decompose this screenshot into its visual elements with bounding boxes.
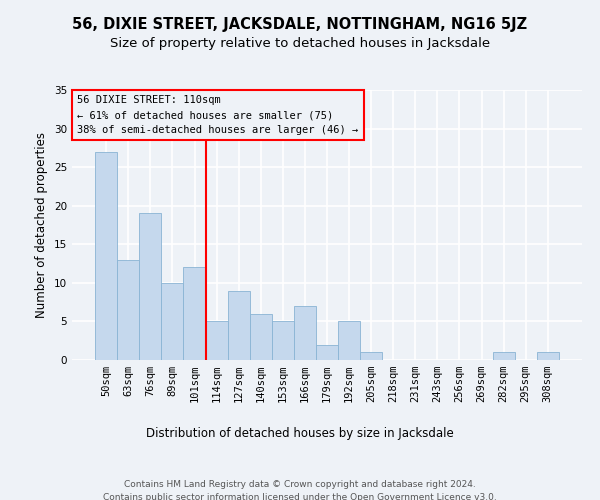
Text: 56 DIXIE STREET: 110sqm
← 61% of detached houses are smaller (75)
38% of semi-de: 56 DIXIE STREET: 110sqm ← 61% of detache… xyxy=(77,96,358,135)
Bar xyxy=(227,290,250,360)
Text: 56, DIXIE STREET, JACKSDALE, NOTTINGHAM, NG16 5JZ: 56, DIXIE STREET, JACKSDALE, NOTTINGHAM,… xyxy=(73,18,527,32)
Bar xyxy=(184,268,206,360)
Bar xyxy=(360,352,382,360)
Text: Contains HM Land Registry data © Crown copyright and database right 2024.
Contai: Contains HM Land Registry data © Crown c… xyxy=(103,480,497,500)
Bar xyxy=(95,152,117,360)
Bar xyxy=(316,344,338,360)
Bar xyxy=(206,322,227,360)
Bar xyxy=(250,314,272,360)
Bar xyxy=(294,306,316,360)
Text: Distribution of detached houses by size in Jacksdale: Distribution of detached houses by size … xyxy=(146,428,454,440)
Bar xyxy=(117,260,139,360)
Bar xyxy=(537,352,559,360)
Y-axis label: Number of detached properties: Number of detached properties xyxy=(35,132,49,318)
Bar xyxy=(272,322,294,360)
Bar xyxy=(161,283,184,360)
Bar xyxy=(139,214,161,360)
Text: Size of property relative to detached houses in Jacksdale: Size of property relative to detached ho… xyxy=(110,38,490,51)
Bar xyxy=(493,352,515,360)
Bar xyxy=(338,322,360,360)
